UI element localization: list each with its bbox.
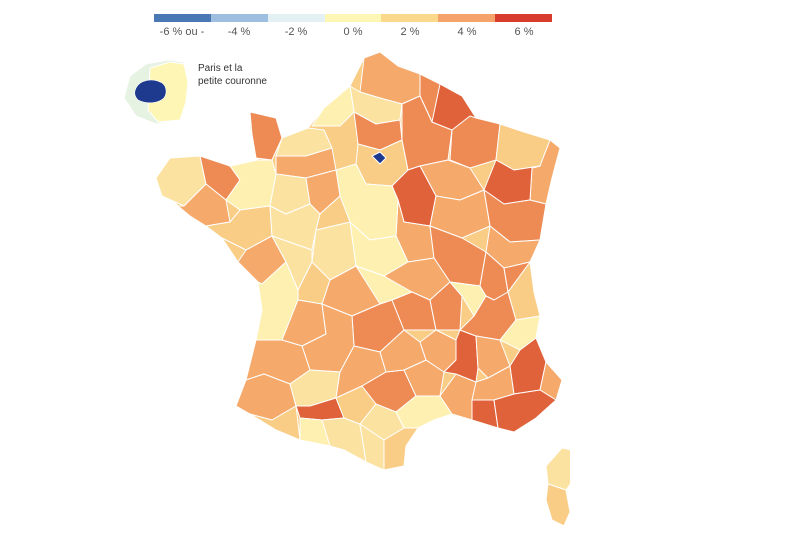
legend-labels: -6 % ou - -4 % -2 % 0 % 2 % 4 % 6 % [154,26,552,46]
region-loire [429,281,463,331]
legend-label-minus6: -6 % ou - [159,26,205,38]
region-haute-savoie [503,261,531,293]
paris-inset-label-line2: petite couronne [198,76,267,87]
legend-swatch-3 [267,14,325,22]
france-map-svg [155,51,577,527]
france-choropleth-map [150,48,577,533]
paris-inset: Paris et la petite couronne [116,58,292,128]
legend-label-minus4: -4 % [227,26,251,38]
legend-swatch-4 [324,14,382,22]
legend-swatch-2 [210,14,268,22]
paris-inset-label: Paris et la petite couronne [198,62,288,88]
region-corse-du-sud [545,483,571,527]
legend-label-plus6: 6 % [514,26,534,38]
legend-label-plus2: 2 % [400,26,420,38]
region-var [493,389,557,433]
legend-swatch-6 [438,14,496,22]
region-haute-corse [545,447,577,491]
region-seine-maritime [311,85,355,127]
legend-color-bar [154,14,553,22]
region-haute-garonne [321,417,367,463]
inset-petite-couronne [147,61,189,123]
region-pyrenees-atlantiques [249,405,301,441]
legend-label-plus4: 4 % [457,26,477,38]
legend-label-zero: 0 % [343,26,363,38]
france-departments [155,51,577,527]
region-morbihan [177,183,231,227]
region-indre-et-loire [315,195,351,231]
legend-label-minus2: -2 % [284,26,308,38]
region-meuse [449,115,501,169]
inset-paris [134,79,167,104]
color-legend: -6 % ou - -4 % -2 % 0 % 2 % 4 % 6 % [154,14,553,54]
region-paris-marker [371,151,387,165]
legend-swatch-7 [495,14,553,22]
legend-swatch-5 [381,14,439,22]
paris-inset-map [123,59,189,125]
legend-swatch-1 [154,14,211,22]
paris-inset-label-line1: Paris et la [198,63,243,74]
